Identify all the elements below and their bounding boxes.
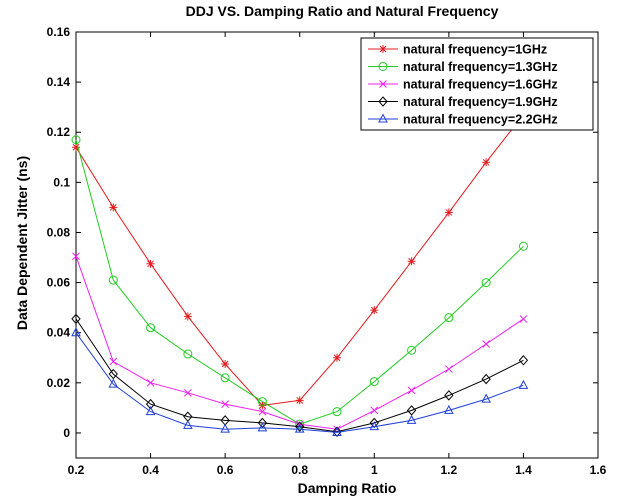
data-point [444, 313, 454, 323]
data-point [183, 349, 193, 359]
data-point [333, 353, 341, 362]
data-point [71, 327, 81, 337]
x-tick-label: 0.4 [142, 463, 159, 477]
x-tick-label: 0.8 [291, 463, 308, 477]
data-point [72, 143, 80, 152]
legend-marker [378, 96, 388, 107]
data-point [444, 208, 453, 217]
legend-marker [378, 62, 388, 71]
y-tick-label: 0.08 [47, 225, 71, 239]
legend-label: natural frequency=2.2GHz [403, 113, 558, 127]
data-point [146, 378, 155, 387]
data-point [220, 423, 230, 433]
data-point [518, 355, 529, 366]
data-point [109, 203, 118, 212]
data-point [71, 313, 81, 325]
series-lines [71, 110, 529, 437]
data-point [370, 406, 379, 415]
x-tick-label: 0.2 [68, 463, 85, 477]
data-point [481, 373, 491, 385]
y-tick-label: 0.06 [47, 276, 71, 290]
data-point [444, 390, 454, 401]
y-tick-label: 0.1 [53, 175, 70, 189]
data-point [332, 407, 342, 417]
y-tick-label: 0.14 [47, 75, 71, 89]
data-point [145, 406, 156, 416]
legend-label: natural frequency=1.9GHz [403, 95, 558, 109]
data-point [481, 278, 491, 288]
x-axis-title: Damping Ratio [298, 480, 397, 496]
data-point [518, 379, 529, 389]
data-point [407, 345, 417, 355]
data-point [370, 306, 379, 315]
legend-label: natural frequency=1.3GHz [403, 60, 558, 74]
data-point [258, 407, 267, 416]
x-tick-label: 0.6 [217, 463, 234, 477]
data-point [257, 422, 268, 432]
legend-label: natural frequency=1GHz [403, 43, 547, 57]
y-tick-label: 0.04 [47, 326, 71, 340]
x-tick-label: 1 [371, 463, 378, 477]
chart-title: DDJ VS. Damping Ratio and Natural Freque… [186, 3, 499, 19]
data-point [71, 135, 81, 145]
series-line-2 [75, 139, 524, 425]
axis-ticks: 0.2 0.4 0.6 0.8 1 1.2 1.4 1.6 0 0.02 0.04 0.06 0.08 0… [47, 25, 607, 477]
y-tick-label: 0 [63, 426, 70, 440]
x-tick-label: 1.4 [515, 463, 532, 477]
data-point [482, 158, 491, 167]
y-axis-title: Data Dependent Jitter (ns) [14, 156, 30, 330]
data-point [72, 252, 80, 261]
data-point [519, 315, 528, 323]
y-tick-label: 0.16 [47, 25, 71, 39]
data-point [146, 259, 155, 268]
data-point [407, 386, 416, 395]
data-point [444, 404, 454, 414]
x-tick-label: 1.6 [590, 463, 607, 477]
plot-frame [75, 31, 599, 459]
series-line-4 [75, 318, 524, 433]
data-point [146, 323, 156, 333]
legend-box [360, 37, 594, 131]
legend-label: natural frequency=1.6GHz [403, 78, 558, 92]
data-point [518, 241, 528, 251]
data-point [294, 423, 305, 433]
y-tick-label: 0.12 [47, 125, 71, 139]
data-point [295, 421, 305, 432]
data-point [407, 257, 416, 266]
data-point [221, 400, 229, 408]
data-point [481, 393, 491, 403]
x-tick-label: 1.2 [441, 463, 458, 477]
data-point [257, 397, 267, 407]
data-point [108, 378, 119, 388]
legend-marker [379, 80, 387, 88]
data-point [369, 421, 380, 431]
data-point [183, 312, 192, 321]
data-point [108, 275, 118, 285]
legend-marker [379, 45, 387, 53]
data-point [369, 377, 379, 387]
legend-marker [378, 113, 388, 123]
data-point [406, 414, 417, 424]
data-point [184, 388, 192, 397]
series-line-5 [75, 332, 524, 433]
data-point [295, 419, 305, 429]
data-point [332, 426, 342, 436]
data-point [445, 365, 453, 373]
data-point [145, 398, 156, 410]
legend: natural frequency=1GHz natural frequency=… [360, 37, 594, 131]
data-point [482, 340, 490, 348]
data-point [295, 396, 304, 405]
y-tick-label: 0.02 [47, 376, 71, 390]
data-point [332, 426, 342, 437]
data-point [220, 373, 230, 383]
data-point [369, 417, 379, 429]
data-point [221, 360, 230, 369]
data-point [183, 419, 193, 429]
data-point [109, 357, 118, 366]
series-line-1 [75, 114, 524, 406]
